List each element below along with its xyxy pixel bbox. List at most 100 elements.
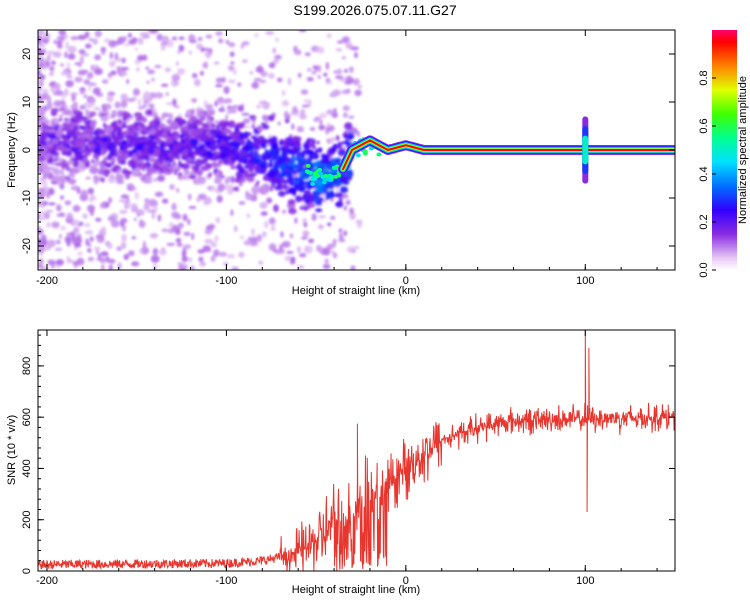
heatmap-cell bbox=[333, 174, 339, 179]
heatmap-cell bbox=[308, 140, 314, 148]
heatmap-cell bbox=[85, 176, 91, 180]
heatmap-cell bbox=[210, 241, 217, 248]
heatmap-cell bbox=[357, 222, 362, 229]
heatmap-cell bbox=[241, 59, 248, 63]
heatmap-cell bbox=[289, 147, 298, 155]
heatmap-cell bbox=[131, 236, 137, 240]
y-tick-label: 600 bbox=[21, 408, 33, 426]
heatmap-cell bbox=[47, 239, 56, 248]
heatmap-cell bbox=[77, 34, 87, 41]
heatmap-cell bbox=[139, 219, 144, 226]
heatmap-cell bbox=[318, 215, 326, 219]
chart-title: S199.2026.075.07.11.G27 bbox=[293, 2, 457, 18]
heatmap-cell bbox=[59, 106, 65, 112]
heatmap-cell bbox=[242, 158, 247, 165]
heatmap-cell bbox=[315, 208, 323, 213]
heatmap-cell bbox=[280, 231, 284, 238]
heatmap-cell bbox=[316, 46, 325, 54]
heatmap-cell bbox=[329, 215, 336, 220]
heatmap-cell bbox=[288, 207, 297, 215]
heatmap-cell bbox=[56, 40, 62, 49]
heatmap-cell bbox=[65, 175, 71, 181]
heatmap-cell bbox=[73, 160, 79, 168]
heatmap-cell bbox=[171, 202, 177, 211]
heatmap-cell bbox=[261, 142, 265, 149]
heatmap-cell bbox=[181, 150, 188, 157]
heatmap-cell bbox=[251, 228, 255, 236]
heatmap-cell bbox=[199, 70, 204, 76]
heatmap-cell bbox=[325, 165, 329, 171]
heatmap-cell bbox=[117, 133, 124, 138]
heatmap-cell bbox=[111, 113, 117, 118]
heatmap-cell bbox=[169, 122, 179, 131]
heatmap-cell bbox=[362, 151, 368, 156]
y-tick-label: 0 bbox=[21, 147, 33, 153]
heatmap-cell bbox=[112, 165, 119, 173]
heatmap-cell bbox=[287, 172, 294, 180]
heatmap-cell bbox=[116, 246, 122, 252]
heatmap-cell bbox=[143, 202, 150, 211]
heatmap-cell bbox=[297, 158, 305, 164]
heatmap-cell bbox=[89, 236, 94, 242]
colorbar-tick-label: 0.4 bbox=[698, 166, 710, 181]
heatmap-cell bbox=[38, 116, 45, 121]
heatmap-cell bbox=[41, 92, 50, 101]
heatmap-cell bbox=[174, 81, 180, 86]
heatmap-cell bbox=[165, 92, 170, 96]
heatmap-cell bbox=[215, 84, 223, 88]
heatmap-cell bbox=[41, 122, 46, 128]
heatmap-cell bbox=[65, 120, 71, 124]
heatmap-cell bbox=[178, 36, 185, 41]
heatmap-cell bbox=[141, 136, 145, 143]
heatmap-cell bbox=[273, 204, 279, 213]
heatmap-cell bbox=[65, 41, 70, 50]
heatmap-cell bbox=[135, 116, 143, 121]
heatmap-cell bbox=[87, 97, 96, 104]
heatmap-cell bbox=[338, 197, 343, 203]
heatmap-cell bbox=[305, 163, 311, 168]
y-tick-label: -20 bbox=[21, 238, 33, 254]
heatmap-cell bbox=[100, 177, 106, 183]
heatmap-cell bbox=[39, 190, 49, 196]
heatmap-cell bbox=[121, 234, 127, 242]
heatmap-cell bbox=[271, 176, 280, 184]
heatmap-cell bbox=[227, 79, 236, 84]
heatmap-cell bbox=[173, 171, 178, 175]
heatmap-cell bbox=[64, 123, 74, 127]
heatmap-cell bbox=[122, 143, 129, 149]
heatmap-cell bbox=[282, 240, 291, 248]
heatmap-cell bbox=[210, 123, 216, 128]
heatmap-cell bbox=[146, 80, 151, 84]
heatmap-cell bbox=[156, 125, 163, 129]
heatmap-cell bbox=[253, 77, 262, 82]
heatmap-cell bbox=[149, 169, 157, 173]
heatmap-cell bbox=[349, 207, 354, 215]
heatmap-cell bbox=[91, 65, 98, 70]
heatmap-cell bbox=[117, 119, 123, 124]
heatmap-cell bbox=[169, 155, 177, 160]
heatmap-cell bbox=[84, 223, 91, 228]
heatmap-cell bbox=[166, 39, 174, 48]
heatmap-cell bbox=[194, 148, 203, 154]
heatmap-cell bbox=[284, 119, 290, 124]
heatmap-cell bbox=[326, 33, 332, 39]
heatmap-cell bbox=[311, 70, 317, 75]
heatmap-cell bbox=[146, 109, 153, 115]
heatmap-cell bbox=[109, 52, 114, 59]
heatmap-cell bbox=[234, 137, 238, 143]
heatmap-cell bbox=[101, 136, 107, 142]
heatmap-cell bbox=[205, 103, 214, 111]
heatmap-cell bbox=[76, 233, 82, 237]
heatmap-cell bbox=[125, 203, 132, 208]
heatmap-cell bbox=[177, 68, 186, 75]
heatmap-cell bbox=[55, 90, 64, 96]
heatmap-cell bbox=[227, 253, 235, 259]
heatmap-cell bbox=[50, 85, 55, 93]
heatmap-cell bbox=[97, 129, 105, 134]
heatmap-cell bbox=[57, 143, 65, 152]
heatmap-cell bbox=[56, 203, 61, 210]
heatmap-cell bbox=[121, 72, 128, 76]
heatmap-cell bbox=[43, 117, 48, 125]
heatmap-cell bbox=[243, 118, 251, 124]
